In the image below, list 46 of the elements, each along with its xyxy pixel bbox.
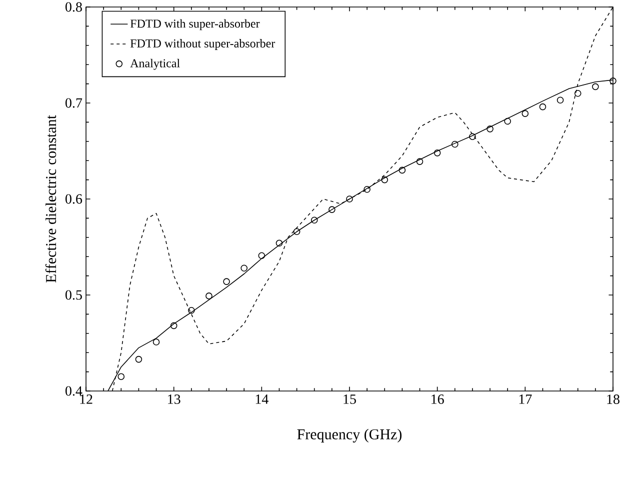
point xyxy=(310,216,318,224)
point xyxy=(610,78,616,84)
point xyxy=(451,140,458,148)
x-tick-label: 15 xyxy=(344,394,356,404)
y-tick-label: 0.6 xyxy=(66,194,82,204)
point xyxy=(504,118,511,125)
point xyxy=(293,228,300,236)
x-tick-label: 14 xyxy=(256,394,268,404)
point xyxy=(556,96,564,104)
y-tick-label: 0.4 xyxy=(66,386,82,396)
point xyxy=(592,83,599,90)
point xyxy=(276,240,283,247)
y-tick-label: 0.5 xyxy=(66,290,82,300)
x-tick-label: 16 xyxy=(432,394,444,404)
point xyxy=(328,206,336,213)
legend-label: Analytical xyxy=(130,58,180,70)
y-tick-label: 0.7 xyxy=(66,98,82,108)
point xyxy=(416,158,424,165)
point xyxy=(574,90,582,97)
y-axis-title: Effective dielectric constant xyxy=(45,115,56,283)
point xyxy=(381,176,388,184)
point xyxy=(434,150,441,156)
x-tick-label: 18 xyxy=(607,394,620,404)
point xyxy=(135,356,142,363)
legend-label: FDTD without super-absorber xyxy=(130,39,276,50)
point xyxy=(118,373,125,380)
y-tick-label: 0.8 xyxy=(66,2,82,12)
point xyxy=(364,186,370,193)
point xyxy=(240,264,248,272)
point xyxy=(346,196,353,202)
point xyxy=(539,103,546,110)
x-tick-label: 12 xyxy=(80,394,92,404)
x-tick-label: 13 xyxy=(168,394,180,404)
point xyxy=(486,126,494,132)
point xyxy=(522,110,529,117)
point xyxy=(223,278,230,285)
point xyxy=(188,306,195,314)
point xyxy=(152,338,160,346)
legend-label: FDTD with super-absorber xyxy=(130,19,260,30)
x-axis-title: Frequency (GHz) xyxy=(297,428,402,442)
point xyxy=(258,252,266,260)
point xyxy=(398,166,406,174)
point xyxy=(206,292,212,300)
point xyxy=(170,322,178,330)
x-tick-label: 17 xyxy=(519,394,532,404)
point xyxy=(469,133,476,140)
